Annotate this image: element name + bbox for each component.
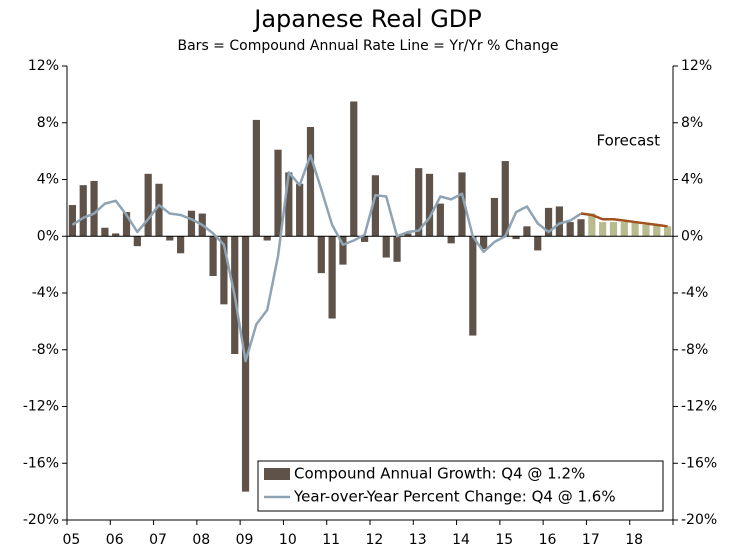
x-tick-label: 08	[192, 532, 210, 548]
x-tick-label: 15	[495, 532, 513, 548]
bar	[436, 203, 444, 237]
legend-swatch	[264, 468, 290, 480]
line	[580, 212, 668, 228]
bar	[566, 222, 574, 237]
x-tick-label: 16	[539, 532, 557, 548]
x-tick-label: 06	[106, 532, 124, 548]
bar	[523, 226, 531, 237]
bar	[490, 197, 499, 237]
y-tick-label: -12%	[23, 399, 59, 415]
bar	[68, 205, 77, 237]
bar	[350, 101, 358, 237]
bar	[306, 127, 315, 237]
y-tick-label: 0%	[37, 228, 59, 244]
bar	[252, 119, 260, 237]
x-tick-label: 13	[409, 532, 427, 548]
bar	[382, 236, 390, 258]
bar	[534, 236, 542, 251]
legend-box	[257, 460, 664, 512]
chart-subtitle: Bars = Compound Annual Rate Line = Yr/Yr…	[178, 38, 559, 54]
legend-label: Compound Annual Growth: Q4 @ 1.2%	[294, 465, 585, 483]
bar	[555, 206, 563, 237]
x-tick-label: 14	[452, 532, 470, 548]
legend-label: Year-over-Year Percent Change: Q4 @ 1.6%	[293, 488, 616, 506]
bar	[663, 226, 672, 237]
y-tick-label: -20%	[23, 512, 59, 528]
bar	[415, 168, 423, 237]
y2-tick-label: -16%	[681, 455, 717, 471]
y-tick-label: 4%	[37, 172, 59, 188]
bar	[393, 236, 401, 262]
bar	[339, 236, 347, 265]
bar	[133, 236, 141, 247]
x-tick-label: 05	[62, 532, 80, 548]
bar	[588, 213, 596, 237]
bar	[458, 172, 466, 237]
bar	[263, 236, 271, 241]
bar	[469, 236, 477, 336]
bar	[241, 236, 250, 492]
bar	[404, 233, 412, 237]
bar	[166, 236, 174, 241]
bar	[480, 236, 488, 250]
bar	[631, 222, 639, 237]
bar	[620, 222, 628, 237]
bar	[296, 183, 304, 237]
bar	[609, 222, 618, 237]
y2-tick-label: 0%	[681, 228, 703, 244]
y2-tick-label: -20%	[681, 512, 717, 528]
bar	[79, 185, 87, 237]
x-tick-label: 09	[236, 532, 254, 548]
y-tick-label: 8%	[37, 115, 59, 131]
y2-tick-label: 12%	[681, 58, 712, 74]
bar	[599, 222, 607, 237]
y-tick-label: -8%	[32, 342, 59, 358]
bar	[155, 183, 163, 237]
chart-title: Japanese Real GDP	[252, 5, 482, 33]
x-tick-label: 17	[582, 532, 600, 548]
bar	[371, 175, 380, 237]
bar	[360, 236, 369, 242]
bar	[177, 236, 185, 254]
bar	[187, 210, 196, 237]
bar	[642, 224, 650, 237]
bar	[144, 173, 152, 237]
y2-tick-label: 4%	[681, 172, 703, 188]
bar	[501, 161, 509, 237]
line	[71, 154, 582, 363]
y2-tick-label: -4%	[681, 285, 708, 301]
annotation: Forecast	[597, 132, 661, 150]
bar	[577, 219, 585, 237]
bar	[285, 172, 293, 237]
bar	[653, 224, 661, 237]
bar	[209, 236, 217, 276]
y2-tick-label: 8%	[681, 115, 703, 131]
bar	[112, 233, 120, 237]
x-tick-label: 07	[149, 532, 167, 548]
bar	[544, 207, 553, 237]
bar	[512, 236, 520, 240]
x-tick-label: 10	[279, 532, 297, 548]
y-tick-label: 12%	[28, 58, 59, 74]
bar	[447, 236, 455, 244]
x-tick-label: 12	[365, 532, 383, 548]
bar	[328, 236, 336, 319]
x-tick-label: 11	[322, 532, 340, 548]
bar	[425, 173, 434, 237]
bar	[122, 212, 131, 237]
y2-tick-label: -8%	[681, 342, 708, 358]
y2-tick-label: -12%	[681, 399, 717, 415]
bar	[317, 236, 325, 274]
bar	[101, 227, 109, 237]
y-tick-label: -4%	[32, 285, 59, 301]
bar	[90, 180, 98, 237]
x-tick-label: 18	[625, 532, 643, 548]
bar	[274, 149, 282, 237]
y-tick-label: -16%	[23, 455, 59, 471]
bar	[220, 236, 228, 305]
